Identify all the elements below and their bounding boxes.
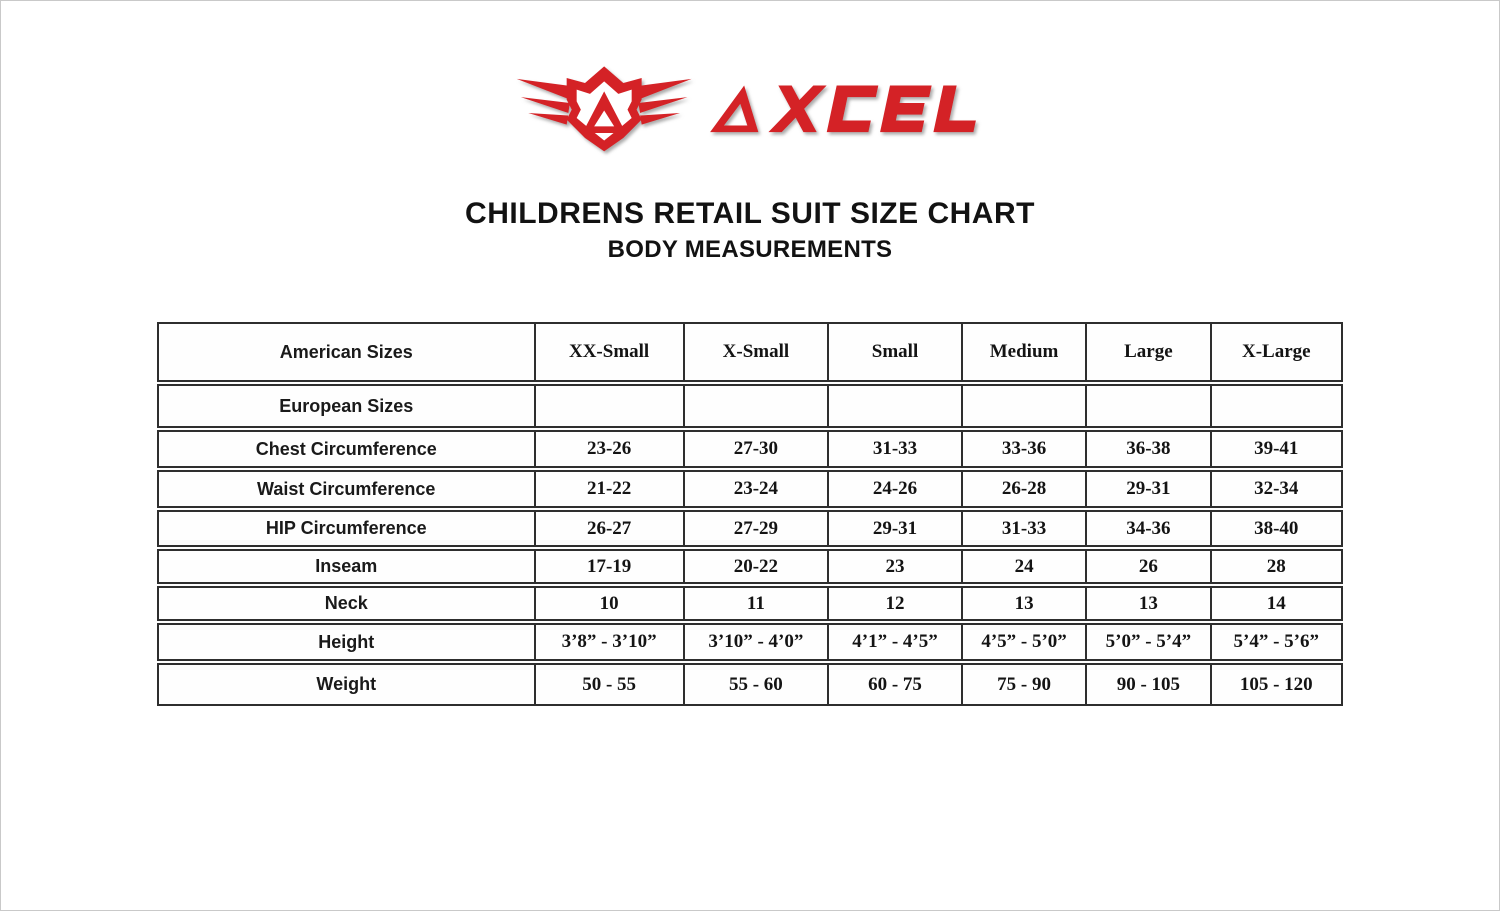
cell-chest-xx-small: 23-26 [533, 426, 684, 469]
cell-chest-small: 31-33 [827, 426, 962, 469]
axcel-logo-graphic [516, 66, 976, 152]
table-row-chest: Chest Circumference 23-26 27-30 31-33 33… [158, 426, 1342, 469]
cell-neck-large: 13 [1085, 582, 1211, 622]
cell-waist-medium: 26-28 [960, 466, 1087, 509]
cell-height-large: 5’0” - 5’4” [1085, 619, 1211, 662]
cell-european-xx-small [533, 380, 684, 429]
column-header-large: Large [1085, 323, 1211, 383]
cell-inseam-medium: 24 [960, 545, 1087, 585]
cell-hip-medium: 31-33 [960, 506, 1087, 548]
table-row-weight: Weight 50 - 55 55 - 60 60 - 75 75 - 90 9… [158, 659, 1342, 705]
cell-weight-medium: 75 - 90 [960, 659, 1087, 705]
table-row-hip: HIP Circumference 26-27 27-29 29-31 31-3… [158, 506, 1342, 548]
cell-european-x-large [1209, 380, 1342, 429]
cell-inseam-xx-small: 17-19 [533, 545, 684, 585]
cell-european-small [827, 380, 962, 429]
cell-weight-x-large: 105 - 120 [1209, 659, 1342, 705]
cell-neck-x-large: 14 [1209, 582, 1342, 622]
cell-weight-small: 60 - 75 [827, 659, 962, 705]
row-label-waist: Waist Circumference [158, 466, 535, 509]
cell-european-x-small [682, 380, 829, 429]
column-header-xx-small: XX-Small [533, 323, 684, 383]
column-header-medium: Medium [960, 323, 1087, 383]
cell-weight-large: 90 - 105 [1085, 659, 1211, 705]
page-subtitle: BODY MEASUREMENTS [607, 236, 893, 263]
axcel-wordmark [710, 85, 976, 133]
cell-neck-xx-small: 10 [533, 582, 684, 622]
cell-european-medium [960, 380, 1087, 429]
cell-hip-xx-small: 26-27 [533, 506, 684, 548]
cell-height-small: 4’1” - 4’5” [827, 619, 962, 662]
cell-inseam-x-large: 28 [1209, 545, 1342, 585]
cell-hip-small: 29-31 [827, 506, 962, 548]
row-label-chest: Chest Circumference [158, 426, 535, 469]
cell-waist-x-small: 23-24 [682, 466, 829, 509]
cell-inseam-large: 26 [1085, 545, 1211, 585]
cell-height-x-small: 3’10” - 4’0” [682, 619, 829, 662]
size-chart-table-container: American Sizes XX-Small X-Small Small Me… [157, 322, 1343, 706]
cell-european-large [1085, 380, 1211, 429]
cell-chest-x-large: 39-41 [1209, 426, 1342, 469]
table-row-height: Height 3’8” - 3’10” 3’10” - 4’0” 4’1” - … [158, 619, 1342, 662]
cell-hip-x-small: 27-29 [682, 506, 829, 548]
table-row-waist: Waist Circumference 21-22 23-24 24-26 26… [158, 466, 1342, 509]
row-label-american-sizes: American Sizes [279, 341, 413, 362]
cell-height-x-large: 5’4” - 5’6” [1209, 619, 1342, 662]
column-header-small: Small [827, 323, 962, 383]
cell-neck-x-small: 11 [682, 582, 829, 622]
cell-chest-medium: 33-36 [960, 426, 1087, 469]
cell-waist-x-large: 32-34 [1209, 466, 1342, 509]
cell-height-xx-small: 3’8” - 3’10” [533, 619, 684, 662]
cell-chest-large: 36-38 [1085, 426, 1211, 469]
table-row-european-sizes: European Sizes [158, 380, 1342, 429]
cell-weight-x-small: 55 - 60 [682, 659, 829, 705]
cell-waist-large: 29-31 [1085, 466, 1211, 509]
row-label-inseam: Inseam [158, 545, 535, 585]
row-label-european-sizes: European Sizes [158, 380, 535, 429]
axcel-emblem-icon [516, 66, 692, 152]
page-title: CHILDRENS RETAIL SUIT SIZE CHART [465, 197, 1035, 230]
row-label-hip: HIP Circumference [158, 506, 535, 548]
cell-chest-x-small: 27-30 [682, 426, 829, 469]
cell-neck-small: 12 [827, 582, 962, 622]
cell-height-medium: 4’5” - 5’0” [960, 619, 1087, 662]
cell-waist-small: 24-26 [827, 466, 962, 509]
cell-weight-xx-small: 50 - 55 [533, 659, 684, 705]
row-label-neck: Neck [158, 582, 535, 622]
table-header-row: American Sizes XX-Small X-Small Small Me… [158, 323, 1342, 383]
row-label-weight: Weight [158, 659, 535, 705]
column-header-x-small: X-Small [682, 323, 829, 383]
table-row-neck: Neck 10 11 12 13 13 14 [158, 582, 1342, 622]
size-chart-table: American Sizes XX-Small X-Small Small Me… [157, 322, 1343, 706]
row-label-height: Height [158, 619, 535, 662]
cell-hip-large: 34-36 [1085, 506, 1211, 548]
cell-inseam-x-small: 20-22 [682, 545, 829, 585]
column-header-x-large: X-Large [1209, 323, 1342, 383]
cell-waist-xx-small: 21-22 [533, 466, 684, 509]
brand-logo [1, 1, 1499, 163]
table-row-inseam: Inseam 17-19 20-22 23 24 26 28 [158, 545, 1342, 585]
cell-neck-medium: 13 [960, 582, 1087, 622]
cell-hip-x-large: 38-40 [1209, 506, 1342, 548]
cell-inseam-small: 23 [827, 545, 962, 585]
